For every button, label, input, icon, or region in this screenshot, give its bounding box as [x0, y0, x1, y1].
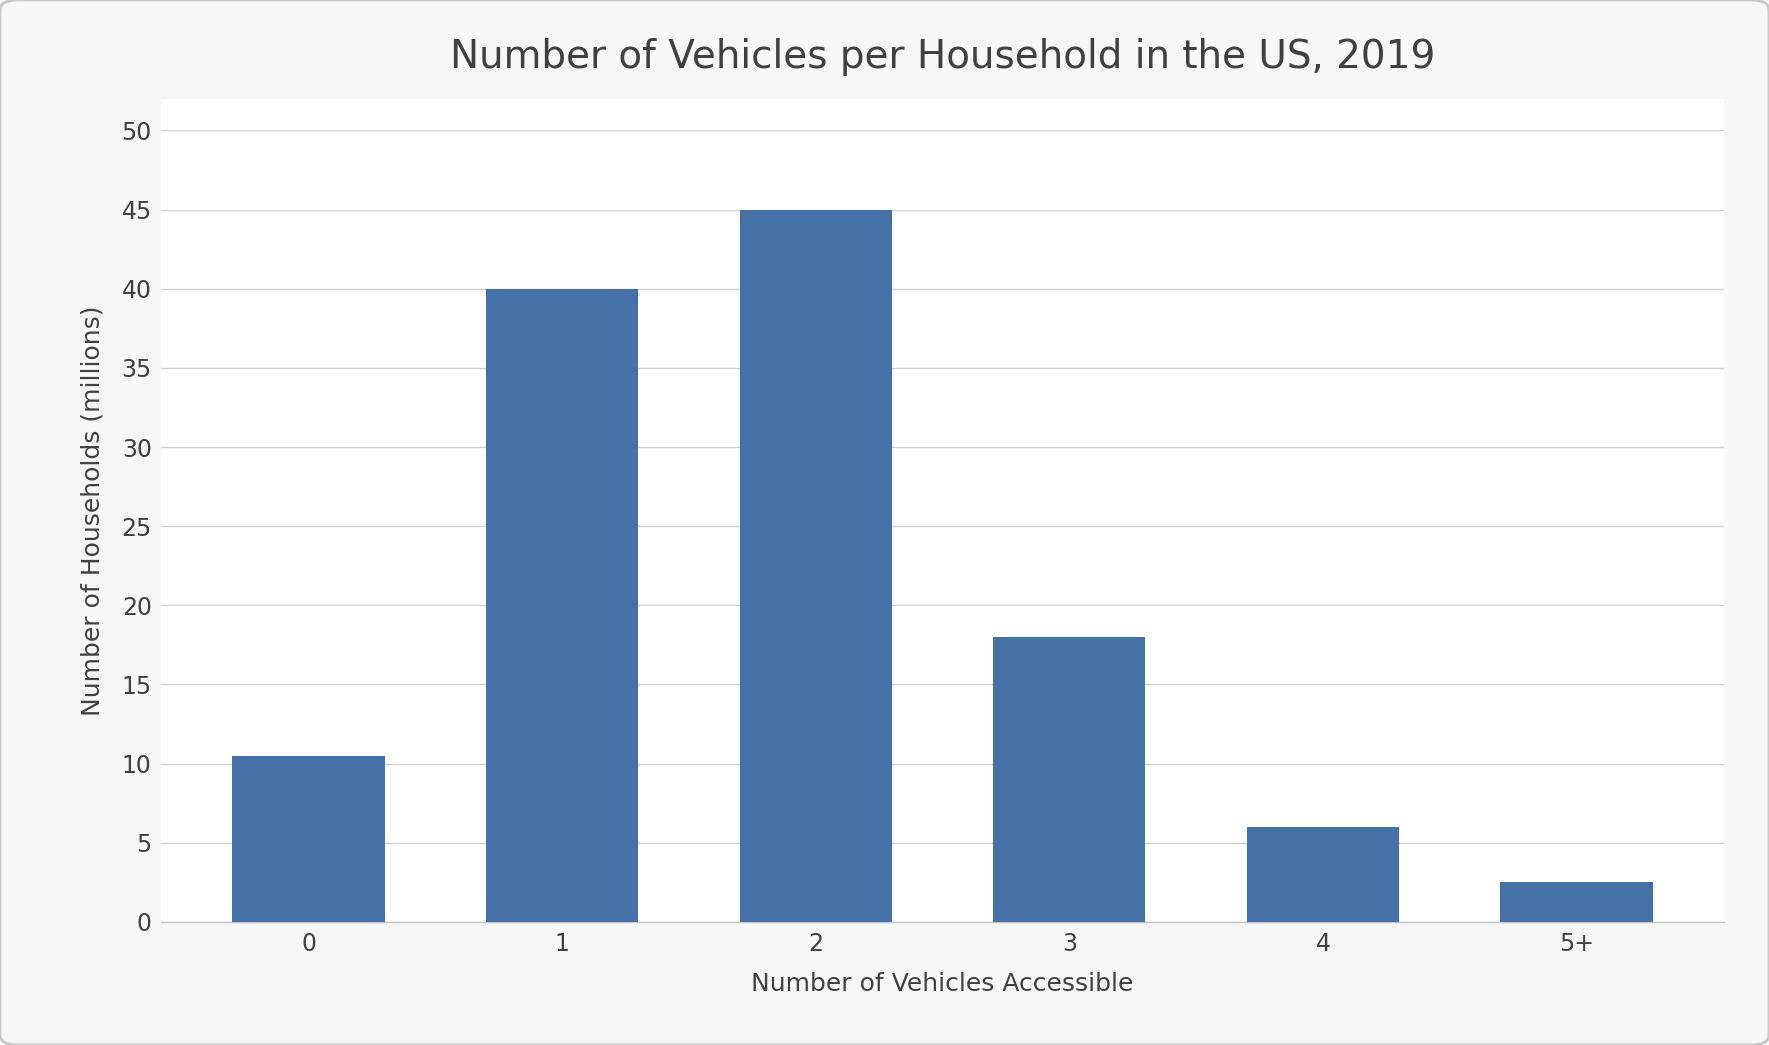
- Bar: [486, 288, 639, 922]
- Bar: [992, 637, 1145, 922]
- Bar: [1500, 882, 1652, 922]
- Bar: [1247, 827, 1399, 922]
- X-axis label: Number of Vehicles Accessible: Number of Vehicles Accessible: [752, 972, 1134, 996]
- Y-axis label: Number of Households (millions): Number of Households (millions): [81, 305, 104, 716]
- Bar: [739, 210, 892, 922]
- Bar: [232, 756, 384, 922]
- Title: Number of Vehicles per Household in the US, 2019: Number of Vehicles per Household in the …: [449, 39, 1435, 76]
